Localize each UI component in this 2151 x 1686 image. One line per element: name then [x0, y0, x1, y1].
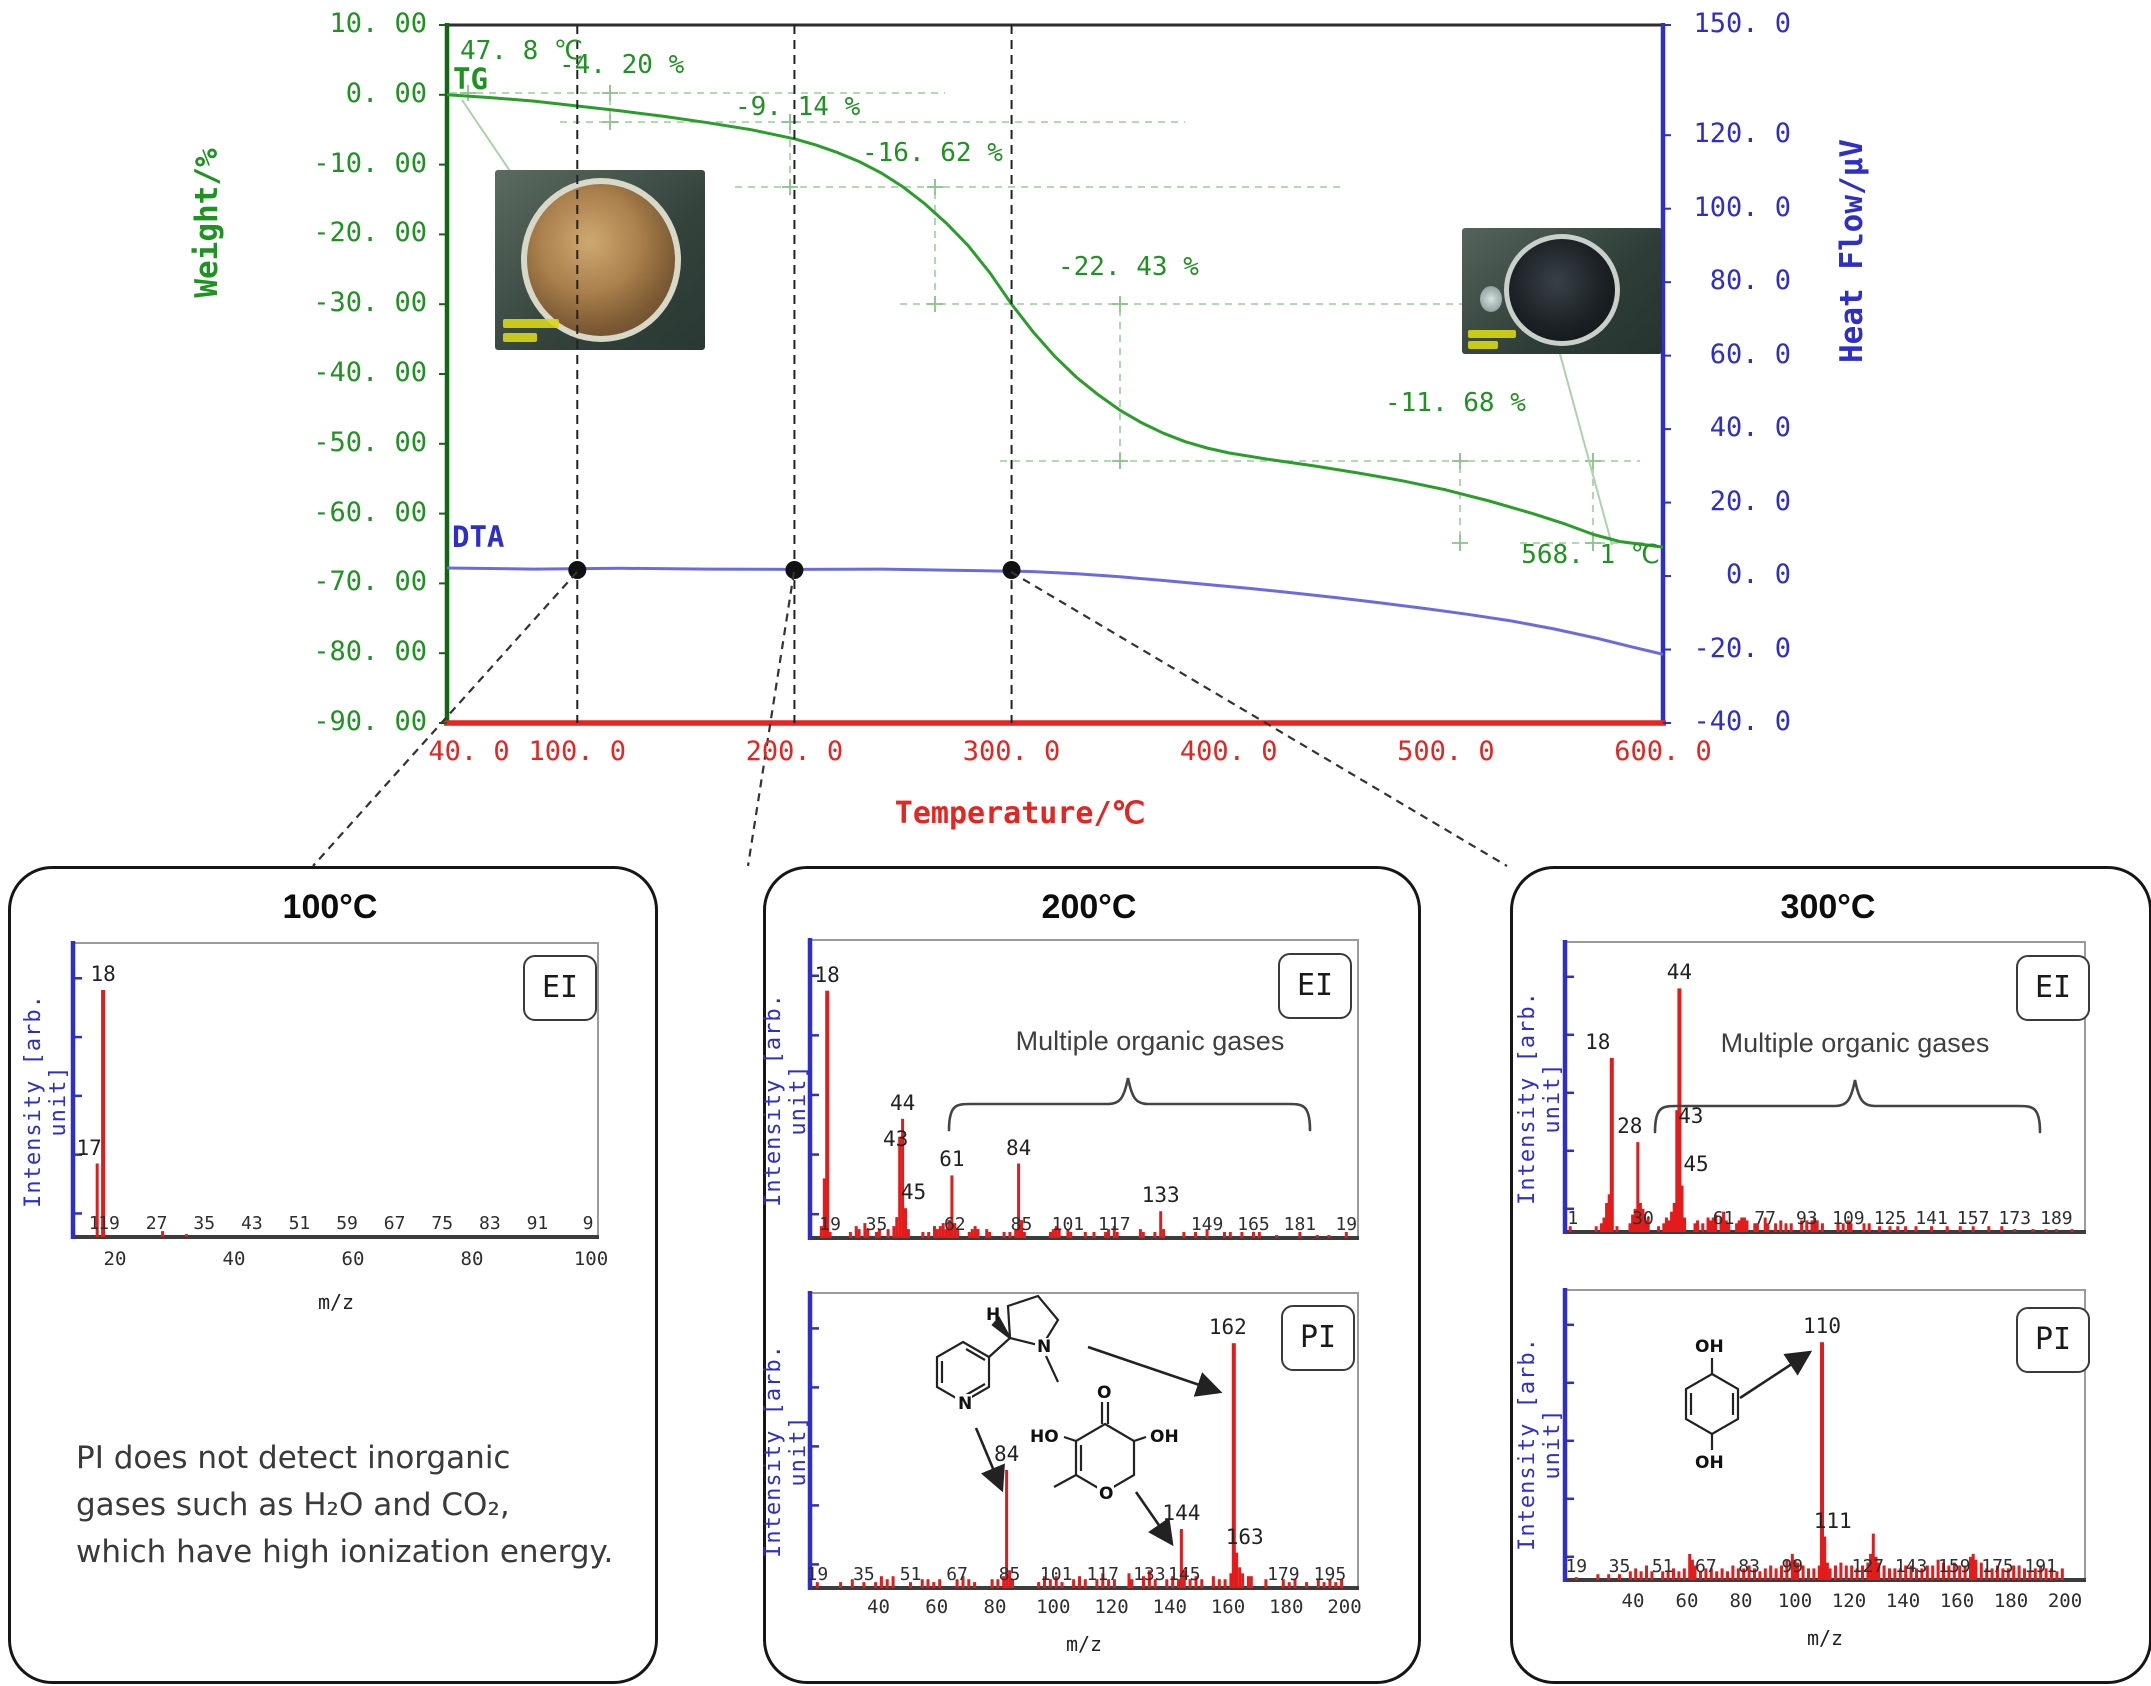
temperature-axis-tick-label: 200. 0 — [745, 736, 844, 767]
mass-loss-2: -9. 14 % — [735, 92, 861, 122]
crucible-sample-brown — [521, 178, 681, 342]
weight-axis-tick-label: -20. 00 — [313, 217, 427, 249]
temperature-axis-label: Temperature/℃ — [894, 796, 1146, 831]
temperature-axis-tick-label: 400. 0 — [1179, 736, 1278, 767]
crucible-sample-charred — [1504, 234, 1620, 346]
heatflow-axis-tick-label: 0. 0 — [1725, 559, 1791, 591]
pi-note-line-3: which have high ionization energy. — [76, 1534, 614, 1570]
weight-axis-tick-label: 10. 00 — [329, 8, 427, 39]
temperature-axis-tick-label: 40. 0 — [428, 736, 510, 767]
heatflow-axis-tick-label: -20. 0 — [1693, 632, 1791, 664]
photo-temp-mark — [1468, 341, 1498, 349]
pi-note-line-1: PI does not detect inorganic — [76, 1440, 511, 1476]
weight-axis-label: Weight/% — [189, 148, 225, 298]
mass-loss-4: -22. 43 % — [1058, 252, 1199, 282]
heatflow-axis-tick-label: 100. 0 — [1693, 191, 1791, 223]
panel-connector-line — [746, 571, 796, 867]
temperature-axis-tick-label: 500. 0 — [1397, 736, 1495, 767]
panel-title-300c: 300°C — [1780, 888, 1876, 926]
tg-curve-label: TG — [453, 62, 488, 96]
weight-axis-tick-label: -80. 00 — [313, 636, 427, 668]
panel-title-200c: 200°C — [1041, 888, 1137, 926]
mass-loss-5: -11. 68 % — [1385, 388, 1526, 418]
heatflow-axis-tick-label: 20. 0 — [1709, 485, 1791, 517]
brace-label-300c: Multiple organic gases — [1720, 1028, 1990, 1058]
weight-axis-tick-label: -90. 00 — [313, 706, 427, 737]
panel-title-100c: 100°C — [282, 888, 378, 926]
weight-axis-tick-label: -10. 00 — [313, 147, 427, 179]
panel-connector-line — [312, 571, 578, 867]
temperature-axis-tick-label: 100. 0 — [528, 736, 627, 767]
photo-timestamp-mark — [1468, 330, 1516, 338]
photo-timestamp-mark — [503, 319, 559, 328]
heatflow-axis-tick-label: 60. 0 — [1709, 338, 1791, 370]
temperature-axis-tick-label: 300. 0 — [962, 736, 1061, 767]
panel-300c — [1510, 866, 2151, 1684]
end-temp-annotation: 568. 1 ℃ — [1521, 540, 1660, 570]
weight-axis-tick-label: -50. 00 — [313, 426, 427, 458]
photo-highlight — [1480, 286, 1502, 312]
heatflow-axis-tick-label: 120. 0 — [1693, 118, 1791, 150]
brace-label-200c: Multiple organic gases — [1015, 1026, 1285, 1056]
sample-photo-late — [1462, 228, 1662, 354]
panel-200c — [763, 866, 1421, 1684]
mass-loss-1: -4. 20 % — [559, 50, 685, 80]
pi-note-line-2: gases such as H₂O and CO₂, — [76, 1487, 510, 1523]
dta-curve — [446, 566, 1664, 656]
heatflow-axis-tick-label: 80. 0 — [1709, 265, 1791, 297]
onset-temp-annotation: 47. 8 ℃ — [460, 36, 584, 66]
dta-event-dot — [568, 561, 587, 579]
photo-callout-line — [1559, 353, 1613, 546]
sample-photo-early — [495, 170, 705, 350]
mass-loss-3: -16. 62 % — [862, 138, 1003, 168]
weight-axis-tick-label: 0. 00 — [345, 77, 427, 109]
heatflow-axis-tick-label: 40. 0 — [1709, 412, 1791, 444]
heatflow-axis-tick-label: 150. 0 — [1693, 8, 1791, 39]
weight-axis-tick-label: -40. 00 — [313, 357, 427, 388]
weight-axis-tick-label: -70. 00 — [313, 566, 427, 598]
weight-axis-tick-label: -60. 00 — [313, 496, 427, 528]
heatflow-axis-tick-label: -40. 0 — [1693, 706, 1791, 737]
photo-temp-mark — [503, 333, 537, 342]
dta-event-dot — [785, 561, 804, 579]
heatflow-axis-label: Heat Flow/μV — [1834, 139, 1870, 363]
dta-curve-label: DTA — [452, 520, 505, 554]
weight-axis-tick-label: -30. 00 — [313, 287, 427, 319]
dta-event-dot — [1002, 561, 1021, 579]
temperature-axis-tick-label: 600. 0 — [1614, 736, 1712, 767]
